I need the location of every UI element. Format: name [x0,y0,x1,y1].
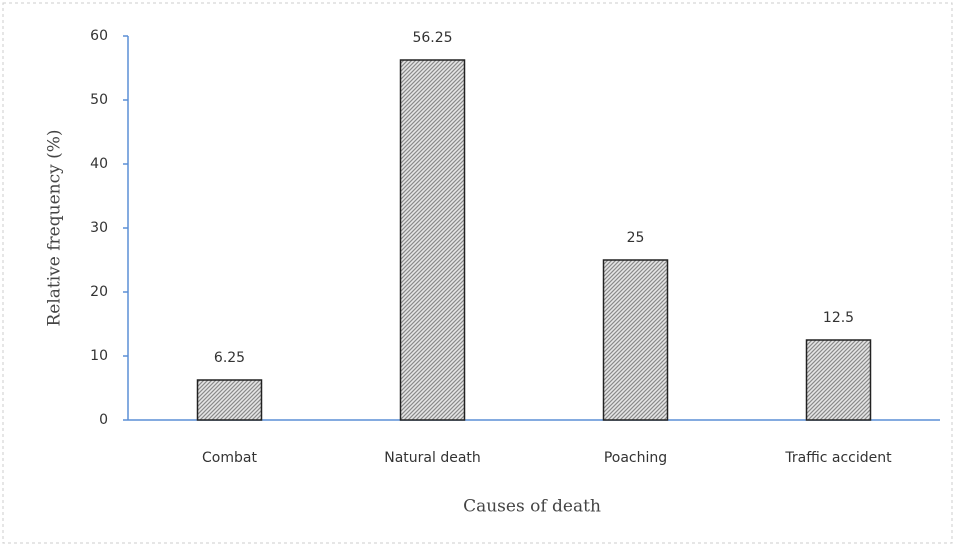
data-label: 25 [627,230,645,246]
y-tick-label: 20 [90,284,108,300]
x-tick-label: Combat [202,450,257,466]
data-label: 6.25 [214,350,245,366]
y-tick-label: 10 [90,348,108,364]
y-tick-label: 40 [90,156,108,172]
bar [805,339,872,421]
bar [399,59,466,421]
bar [602,259,669,421]
bar [196,379,263,421]
x-tick-label: Poaching [604,450,667,466]
y-tick-label: 0 [99,412,108,428]
x-tick-label: Natural death [384,450,481,466]
x-axis-title: Causes of death [463,497,601,517]
x-tick-label: Traffic accident [784,450,892,466]
y-tick-label: 30 [90,220,108,236]
y-tick-label: 50 [90,92,108,108]
data-label: 12.5 [823,310,854,326]
y-axis-title: Relative frequency (%) [45,129,65,326]
data-label: 56.25 [412,30,452,46]
y-tick-label: 60 [90,28,108,44]
